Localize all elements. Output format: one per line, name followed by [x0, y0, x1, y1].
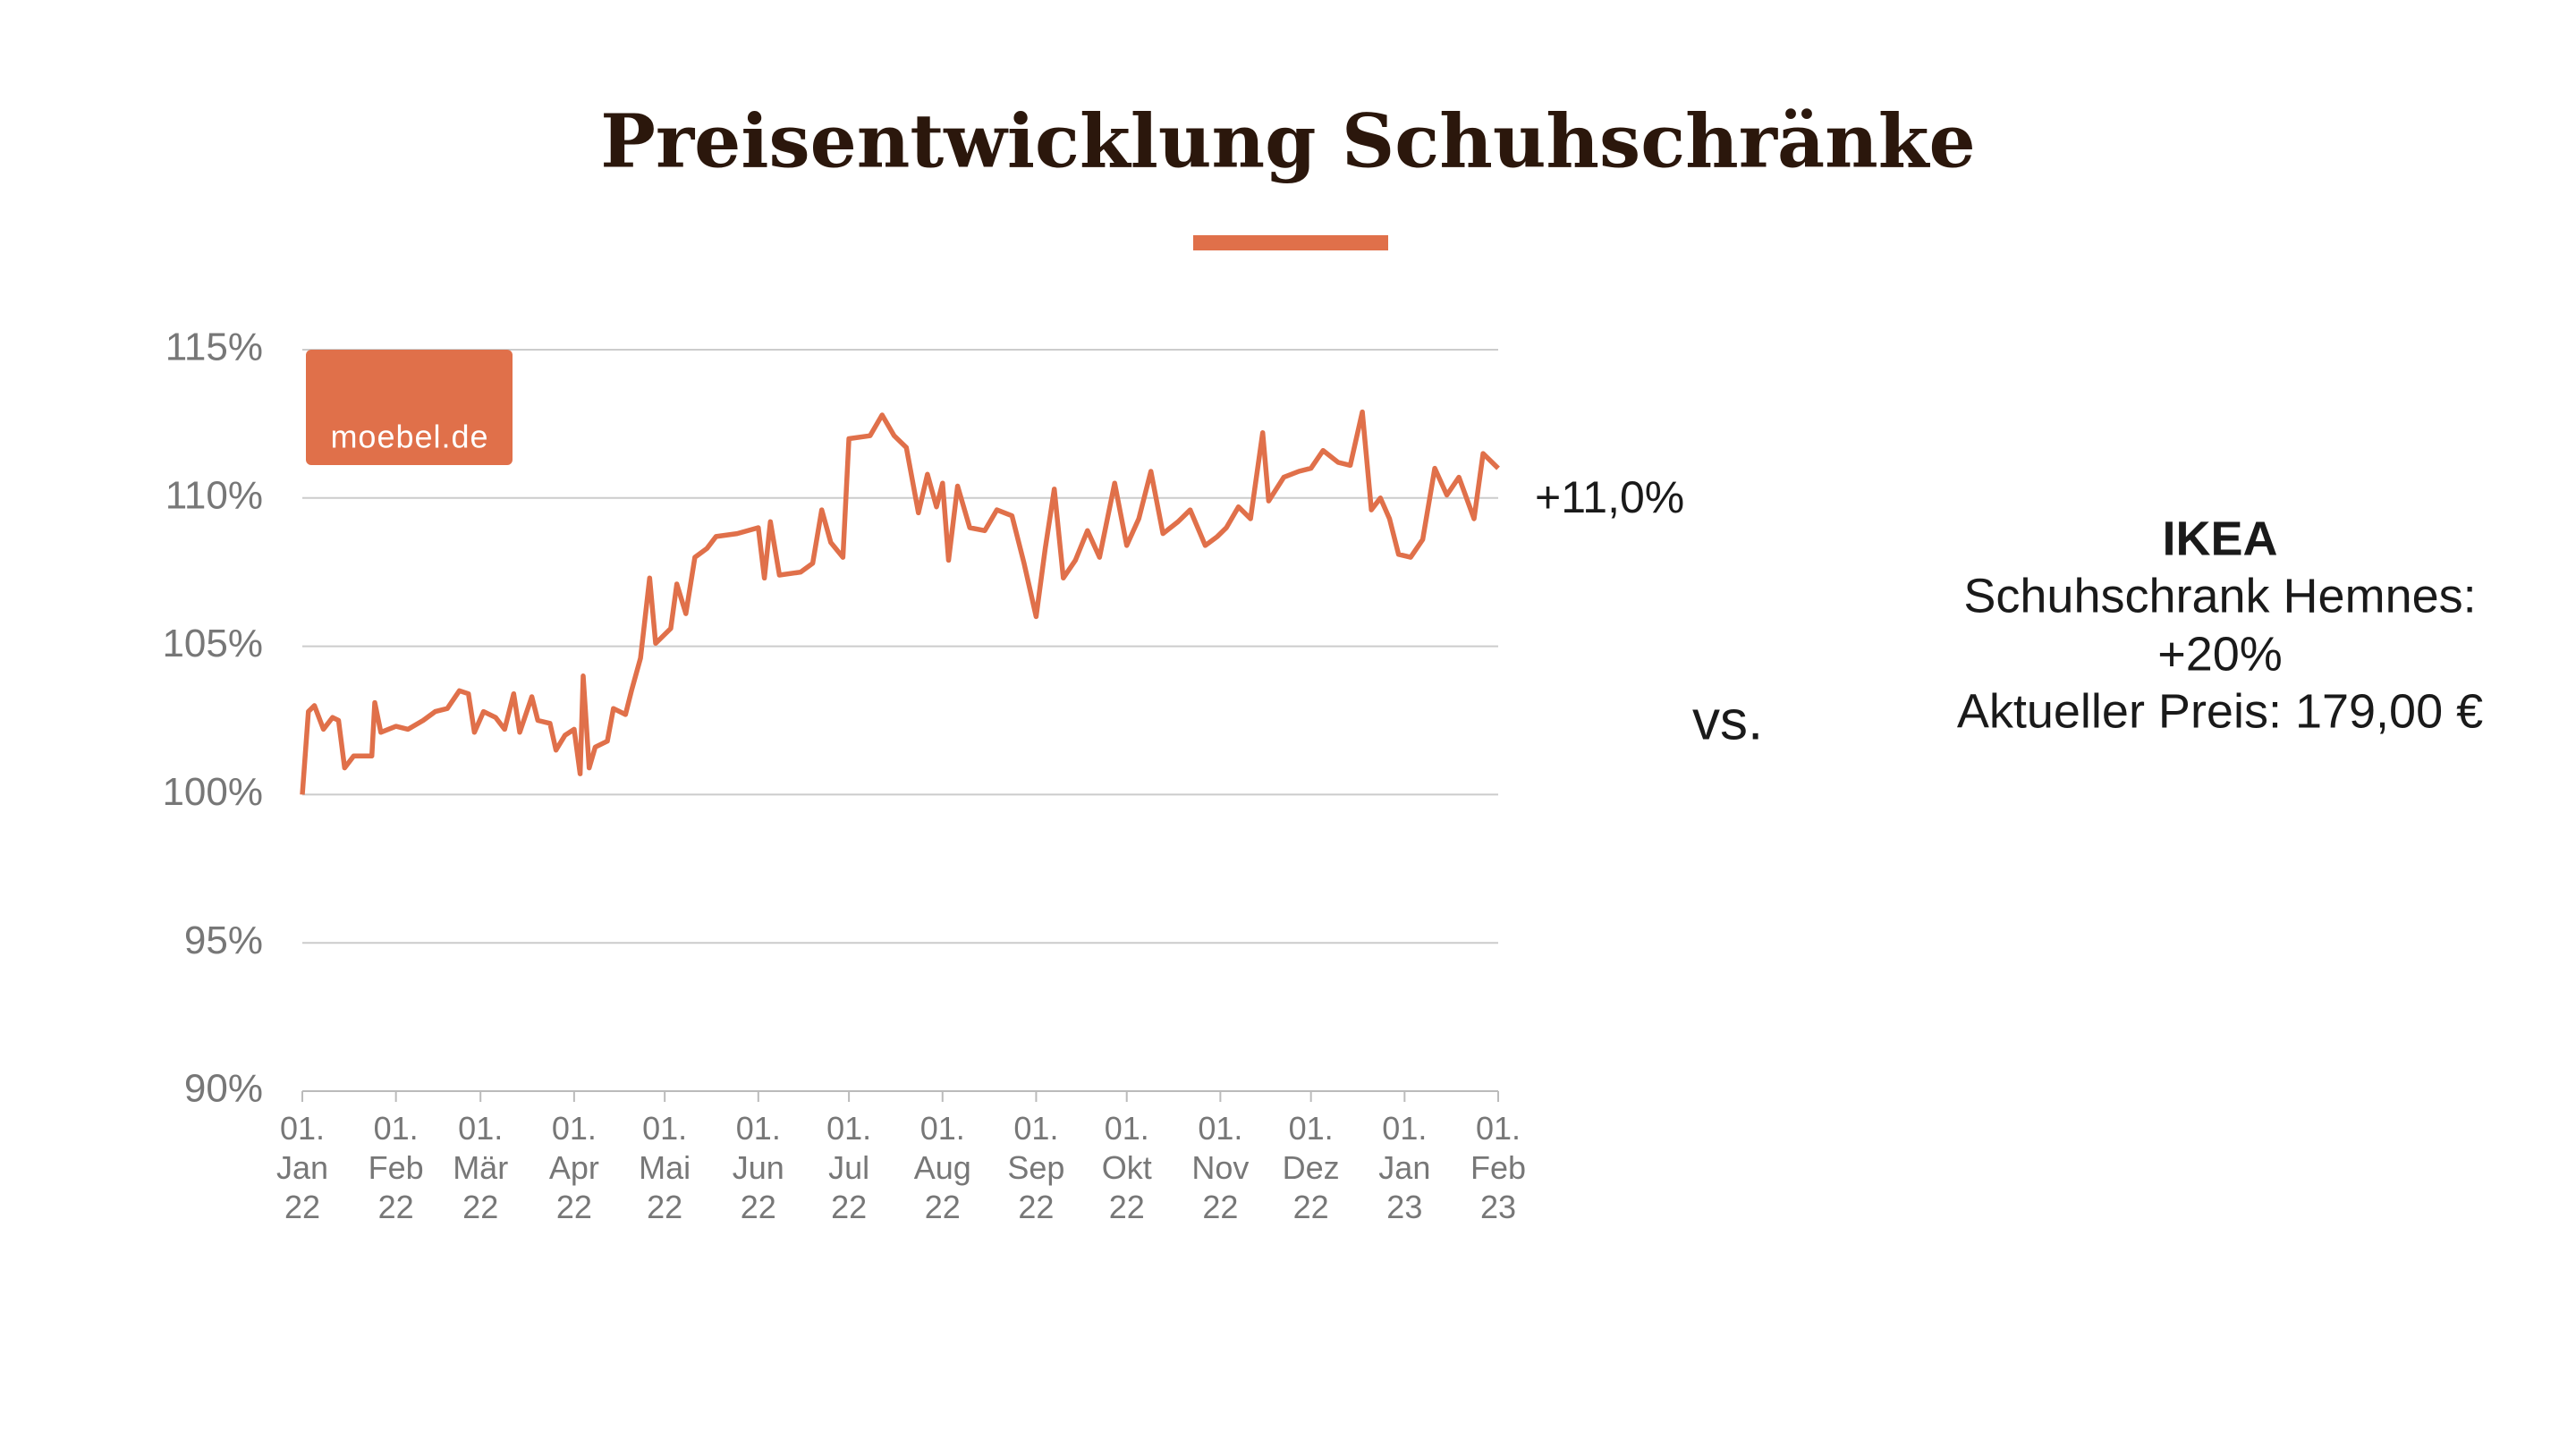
x-tick-label: 01. Mai 22 [639, 1110, 691, 1225]
plot: 90% 95% 100% 105% 110% 115% 01. Jan 22 01. Feb 22 01… [162, 326, 1526, 1225]
change: +20% [2157, 627, 2283, 681]
x-tick-label: 01. Jan 22 [276, 1110, 328, 1225]
y-tick-label: 115% [165, 326, 263, 369]
x-tick-label: 01. Okt 22 [1102, 1110, 1152, 1225]
y-tick-label: 110% [165, 473, 263, 517]
x-tick-label: 01. Dez 22 [1283, 1110, 1340, 1225]
logo: moebel.de [330, 419, 488, 455]
x-tick-label: 01. Jun 22 [733, 1110, 784, 1225]
x-tick-label: 01. Feb 23 [1470, 1110, 1526, 1225]
x-tick-label: 01. Nov 22 [1191, 1110, 1249, 1225]
price: Aktueller Preis: 179,00 € [1957, 684, 2483, 738]
end-label: +11,0% [1535, 472, 1684, 522]
x-tick-label: 01. Mär 22 [453, 1110, 508, 1225]
x-tick-label: 01. Feb 22 [369, 1110, 424, 1225]
x-tick-label: 01. Jan 23 [1378, 1110, 1430, 1225]
y-tick-label: 100% [162, 770, 263, 814]
x-tick-label: 01. Jul 22 [826, 1110, 871, 1225]
vs-label: vs. [1692, 690, 1763, 751]
x-tick-label: 01. Sep 22 [1007, 1110, 1064, 1225]
y-tick-label: 95% [184, 919, 263, 962]
product: Schuhschrank Hemnes: [1963, 569, 2476, 622]
price-line [300, 409, 1500, 795]
y-tick-label: 90% [184, 1067, 263, 1111]
chart-title: Preisentwicklung Schuhschränke [600, 98, 1975, 184]
brand: IKEA [2162, 512, 2277, 565]
title-underline [1193, 235, 1388, 250]
y-tick-label: 105% [162, 622, 263, 665]
logo-box [306, 350, 513, 465]
x-tick-label: 01. Aug 22 [914, 1110, 971, 1225]
x-tick-label: 01. Apr 22 [549, 1110, 599, 1225]
